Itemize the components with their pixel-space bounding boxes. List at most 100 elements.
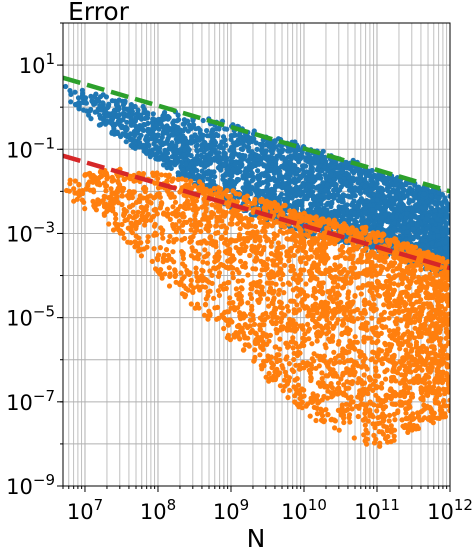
series-1-point <box>362 183 368 189</box>
series-1-point <box>440 232 446 238</box>
series-1-point <box>428 193 435 199</box>
series-1-point <box>144 148 150 154</box>
series-2-point <box>233 286 239 292</box>
series-2-point <box>284 303 290 310</box>
series-1-point <box>429 240 435 246</box>
series-1-point <box>195 125 201 131</box>
series-2-point <box>169 211 175 217</box>
series-1-point <box>248 185 254 191</box>
series-1-point <box>285 196 291 202</box>
series-1-point <box>331 195 337 201</box>
series-1-point <box>419 214 425 220</box>
series-1-point <box>318 193 324 199</box>
series-2-point <box>160 235 166 241</box>
series-1-point <box>190 117 196 124</box>
series-2-point <box>379 380 385 386</box>
series-1-point <box>128 102 134 108</box>
series-1-point <box>336 204 342 210</box>
series-1-point <box>271 170 277 176</box>
series-2-point <box>285 280 291 286</box>
series-2-point <box>252 347 258 353</box>
series-2-point <box>361 339 367 345</box>
series-1-point <box>204 182 211 188</box>
series-1-point <box>236 177 242 183</box>
series-2-point <box>257 315 263 321</box>
series-1-point <box>132 145 138 151</box>
series-2-point <box>257 272 263 278</box>
series-1-point <box>376 204 382 210</box>
series-2-point <box>211 295 217 301</box>
series-1-point <box>273 164 279 170</box>
series-1-point <box>76 104 82 110</box>
series-1-point <box>336 163 342 169</box>
series-2-point <box>245 300 251 306</box>
series-1-point <box>158 116 164 122</box>
series-1-point <box>136 125 142 131</box>
series-1-point <box>384 181 390 187</box>
series-2-point <box>335 282 341 289</box>
series-1-point <box>172 162 178 168</box>
series-1-point <box>291 176 297 182</box>
series-1-point <box>249 170 255 176</box>
series-1-point <box>286 170 292 176</box>
series-1-point <box>364 218 370 224</box>
series-1-point <box>322 172 328 178</box>
series-1-point <box>167 145 173 151</box>
series-1-point <box>309 160 315 166</box>
series-2-point <box>278 319 284 325</box>
series-1-point <box>156 156 162 162</box>
series-2-point <box>300 359 306 366</box>
series-2-point <box>336 388 343 394</box>
series-1-point <box>289 146 295 153</box>
series-1-point <box>75 95 82 101</box>
series-1-point <box>205 176 211 182</box>
series-1-point <box>421 191 427 197</box>
series-1-point <box>224 170 230 176</box>
series-2-point <box>407 404 413 410</box>
series-1-point <box>369 245 375 251</box>
series-1-point <box>304 196 310 202</box>
series-1-point <box>242 168 248 175</box>
series-1-point <box>123 139 129 145</box>
series-2-point <box>289 367 295 373</box>
series-1-point <box>359 216 365 222</box>
series-1-point <box>169 154 175 160</box>
series-1-point <box>341 176 347 182</box>
series-2-point <box>106 221 112 227</box>
series-1-point <box>128 137 134 143</box>
series-1-point <box>292 180 298 186</box>
series-1-point <box>248 153 254 159</box>
series-2-point <box>349 406 355 412</box>
series-1-point <box>328 209 334 216</box>
series-2-point <box>108 186 114 192</box>
series-1-point <box>275 153 281 159</box>
series-1-point <box>294 171 300 177</box>
series-1-point <box>236 132 242 138</box>
series-1-point <box>190 170 196 176</box>
series-1-point <box>269 150 275 156</box>
series-1-point <box>228 136 234 142</box>
series-1-point <box>120 131 126 137</box>
series-1-point <box>432 201 438 207</box>
series-2-point <box>159 275 165 281</box>
series-1-point <box>179 136 185 142</box>
series-2-point <box>388 423 394 429</box>
series-1-point <box>210 178 216 185</box>
series-2-point <box>359 315 365 321</box>
series-1-point <box>316 208 322 214</box>
series-1-point <box>186 147 192 153</box>
series-2-point <box>381 316 387 322</box>
series-1-point <box>305 207 311 213</box>
series-1-point <box>172 157 178 163</box>
series-1-point <box>341 193 347 199</box>
series-1-point <box>104 113 110 119</box>
series-1-point <box>241 156 247 162</box>
series-1-point <box>142 108 148 114</box>
series-1-point <box>306 169 312 175</box>
series-1-point <box>144 139 150 146</box>
series-2-point <box>153 266 159 272</box>
series-1-point <box>379 189 385 195</box>
series-1-point <box>353 203 359 209</box>
series-1-point <box>393 206 399 212</box>
series-1-point <box>415 186 422 192</box>
